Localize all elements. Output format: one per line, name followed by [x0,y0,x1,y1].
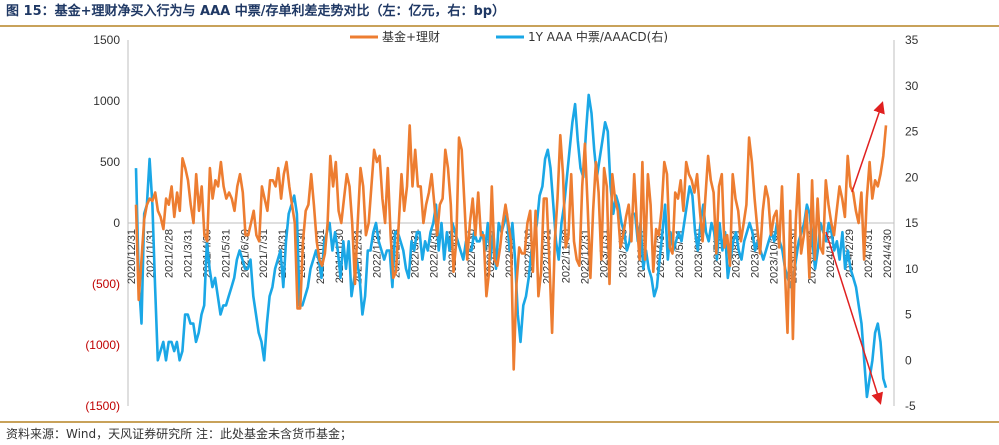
trend-arrows [825,101,885,405]
title-rule [0,25,999,27]
left-tick-label: 1000 [93,94,120,108]
source-rule [0,421,999,423]
left-tick-label: (500) [92,277,120,291]
x-tick-label: 2021/5/31 [220,229,232,278]
right-axis-ticks: 35 30 25 20 15 10 5 0 -5 [905,33,919,413]
right-tick-label: 10 [905,262,919,276]
figure-title: 图 15：基金+理财净买入行为与 AAA 中票/存单利差走势对比（左：亿元，右：… [6,4,506,19]
right-tick-label: 25 [905,125,919,139]
x-tick-label: 2021/2/28 [164,229,176,278]
left-tick-label: (1000) [85,338,120,352]
left-axis-ticks: 1500 1000 500 0 (500) (1000) (1500) [85,33,120,413]
x-tick-label: 2022/11/30 [561,229,573,283]
series-lines [134,93,888,399]
figure-source: 资料来源：Wind，天风证券研究所 注：此处基金未含货币基金； [6,427,352,441]
x-tick-label: 2024/4/30 [882,229,894,278]
x-tick-label: 2022/1/31 [372,229,384,278]
right-tick-label: 5 [905,308,912,322]
left-tick-label: 0 [113,216,120,230]
right-tick-label: 20 [905,170,919,184]
x-tick-label: 2023/10/31 [769,229,781,284]
arrow-up [851,101,885,193]
left-tick-label: 500 [100,155,120,169]
right-tick-label: 35 [905,33,919,47]
right-tick-label: -5 [905,399,916,413]
right-tick-label: 15 [905,216,919,230]
legend-label-orange: 基金+理财 [382,29,440,44]
right-tick-label: 30 [905,79,919,93]
x-tick-label: 2021/3/31 [183,229,195,278]
x-tick-label: 2021/7/31 [258,229,270,278]
series-line-fund-wealth [134,124,888,371]
arrow-down [825,231,883,405]
legend: 基金+理财 1Y AAA 中票/AAACD(右) [350,29,668,44]
legend-label-blue: 1Y AAA 中票/AAACD(右) [528,29,668,44]
x-tick-label: 2020/12/31 [126,229,138,284]
left-tick-label: (1500) [85,399,120,413]
left-tick-label: 1500 [93,33,120,47]
x-tick-label: 2024/2/29 [844,229,856,278]
right-tick-label: 0 [905,353,912,367]
